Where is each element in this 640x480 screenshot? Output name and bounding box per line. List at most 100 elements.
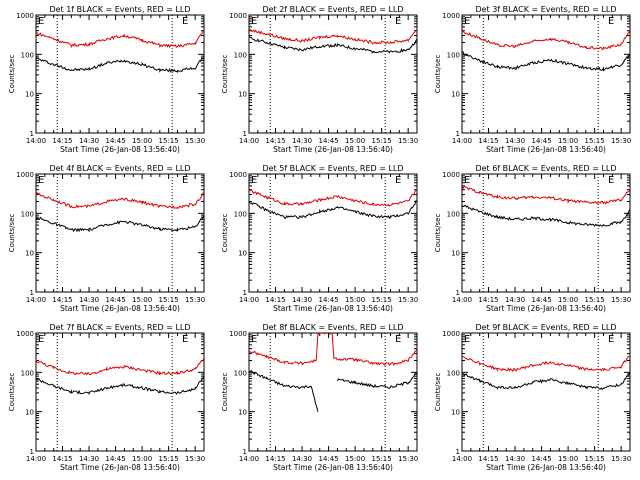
y-axis-label: Counts/sec bbox=[221, 55, 229, 94]
chart-title: Det 8f BLACK = Events, RED = LLD bbox=[262, 323, 403, 332]
lld-series-line bbox=[36, 29, 204, 49]
x-tick-label: 15:15 bbox=[159, 296, 179, 304]
chart-panel: Det 7f BLACK = Events, RED = LLD E E 1 10 100… bbox=[8, 323, 205, 472]
lld-series-line bbox=[36, 191, 204, 209]
plot-frame bbox=[248, 173, 418, 293]
x-tick-label: 15:30 bbox=[185, 296, 205, 304]
y-tick-label: 10 bbox=[25, 250, 34, 258]
x-tick-label: 14:15 bbox=[478, 455, 498, 463]
x-tick-label: 15:00 bbox=[345, 137, 365, 145]
x-tick-label: 14:45 bbox=[318, 296, 338, 304]
x-tick-label: 15:00 bbox=[132, 296, 152, 304]
x-tick-label: 14:15 bbox=[478, 137, 498, 145]
lld-series-line bbox=[462, 28, 630, 51]
x-tick-label: 15:00 bbox=[132, 137, 152, 145]
chart-title: Det 1f BLACK = Events, RED = LLD bbox=[49, 5, 190, 14]
x-tick-label: 14:30 bbox=[292, 455, 312, 463]
corner-label: E bbox=[395, 16, 401, 27]
x-tick-label: 14:30 bbox=[292, 296, 312, 304]
corner-label: E bbox=[395, 175, 401, 186]
chart-panel: Det 5f BLACK = Events, RED = LLD E E 1 10 100… bbox=[221, 164, 418, 313]
y-tick-label: 100 bbox=[21, 51, 34, 59]
events-series-line bbox=[36, 56, 204, 73]
x-tick-label: 15:30 bbox=[398, 296, 418, 304]
x-axis-label: Start Time (26-Jan-08 13:56:40) bbox=[60, 463, 180, 472]
x-tick-label: 14:15 bbox=[265, 455, 285, 463]
x-tick-label: 15:30 bbox=[611, 455, 631, 463]
x-tick-label: 15:30 bbox=[185, 455, 205, 463]
x-tick-label: 14:00 bbox=[239, 137, 259, 145]
x-tick-label: 14:30 bbox=[79, 455, 99, 463]
y-axis-label: Counts/sec bbox=[434, 214, 442, 253]
x-tick-label: 15:15 bbox=[585, 137, 605, 145]
x-tick-label: 14:30 bbox=[79, 137, 99, 145]
events-series-line bbox=[462, 51, 630, 72]
y-axis-label: Counts/sec bbox=[434, 373, 442, 412]
y-tick-label: 1000 bbox=[229, 12, 247, 20]
y-tick-label: 1 bbox=[243, 448, 247, 456]
x-axis-label: Start Time (26-Jan-08 13:56:40) bbox=[486, 463, 606, 472]
x-tick-label: 14:00 bbox=[452, 296, 472, 304]
events-series-line bbox=[36, 215, 204, 233]
x-tick-label: 14:45 bbox=[105, 137, 125, 145]
chart-panel: Det 9f BLACK = Events, RED = LLD E E 1 10 100… bbox=[434, 323, 631, 472]
y-axis-label: Counts/sec bbox=[8, 214, 16, 253]
lld-series-line bbox=[36, 357, 204, 376]
x-tick-label: 14:15 bbox=[478, 296, 498, 304]
x-axis-label: Start Time (26-Jan-08 13:56:40) bbox=[273, 304, 393, 313]
y-tick-label: 100 bbox=[447, 369, 460, 377]
y-tick-label: 10 bbox=[238, 91, 247, 99]
chart-panel: Det 3f BLACK = Events, RED = LLD E E 1 10 100… bbox=[434, 5, 631, 154]
x-tick-label: 14:00 bbox=[239, 455, 259, 463]
events-series-line bbox=[462, 204, 630, 227]
y-tick-label: 100 bbox=[234, 369, 247, 377]
chart-panel: Det 8f BLACK = Events, RED = LLD E E 1 10 100… bbox=[221, 323, 418, 472]
y-tick-label: 100 bbox=[21, 369, 34, 377]
y-tick-label: 100 bbox=[447, 210, 460, 218]
events-series-line bbox=[249, 369, 417, 412]
corner-label: E bbox=[182, 334, 188, 345]
x-tick-label: 15:30 bbox=[398, 137, 418, 145]
x-tick-label: 14:30 bbox=[292, 137, 312, 145]
plot-frame bbox=[35, 332, 205, 452]
y-axis-label: Counts/sec bbox=[434, 55, 442, 94]
x-tick-label: 14:15 bbox=[52, 455, 72, 463]
x-tick-label: 15:15 bbox=[159, 137, 179, 145]
y-tick-label: 1 bbox=[456, 448, 460, 456]
x-tick-label: 15:15 bbox=[372, 455, 392, 463]
corner-label: E bbox=[38, 175, 44, 186]
x-tick-label: 14:00 bbox=[26, 137, 46, 145]
corner-label: E bbox=[608, 175, 614, 186]
x-tick-label: 14:15 bbox=[265, 296, 285, 304]
y-tick-label: 1000 bbox=[16, 12, 34, 20]
x-tick-label: 15:30 bbox=[398, 455, 418, 463]
corner-label: E bbox=[464, 175, 470, 186]
y-tick-label: 10 bbox=[451, 250, 460, 258]
x-tick-label: 14:45 bbox=[318, 455, 338, 463]
x-tick-label: 15:15 bbox=[372, 296, 392, 304]
chart-panel: Det 2f BLACK = Events, RED = LLD E E 1 10 100… bbox=[221, 5, 418, 154]
y-tick-label: 10 bbox=[451, 409, 460, 417]
y-tick-label: 1 bbox=[243, 130, 247, 138]
chart-title: Det 9f BLACK = Events, RED = LLD bbox=[475, 323, 616, 332]
y-axis-label: Counts/sec bbox=[221, 214, 229, 253]
y-tick-label: 10 bbox=[25, 91, 34, 99]
lld-series-line bbox=[462, 355, 630, 373]
x-tick-label: 14:45 bbox=[531, 296, 551, 304]
corner-label: E bbox=[182, 175, 188, 186]
chart-title: Det 2f BLACK = Events, RED = LLD bbox=[262, 5, 403, 14]
y-tick-label: 10 bbox=[238, 409, 247, 417]
x-tick-label: 14:45 bbox=[531, 455, 551, 463]
plot-frame bbox=[461, 14, 631, 134]
corner-label: E bbox=[182, 16, 188, 27]
y-tick-label: 10 bbox=[451, 91, 460, 99]
x-tick-label: 14:45 bbox=[318, 137, 338, 145]
chart-title: Det 5f BLACK = Events, RED = LLD bbox=[262, 164, 403, 173]
x-axis-label: Start Time (26-Jan-08 13:56:40) bbox=[60, 304, 180, 313]
y-tick-label: 1000 bbox=[229, 330, 247, 338]
x-tick-label: 15:00 bbox=[132, 455, 152, 463]
chart-title: Det 3f BLACK = Events, RED = LLD bbox=[475, 5, 616, 14]
y-tick-label: 1000 bbox=[16, 171, 34, 179]
corner-label: E bbox=[251, 334, 257, 345]
